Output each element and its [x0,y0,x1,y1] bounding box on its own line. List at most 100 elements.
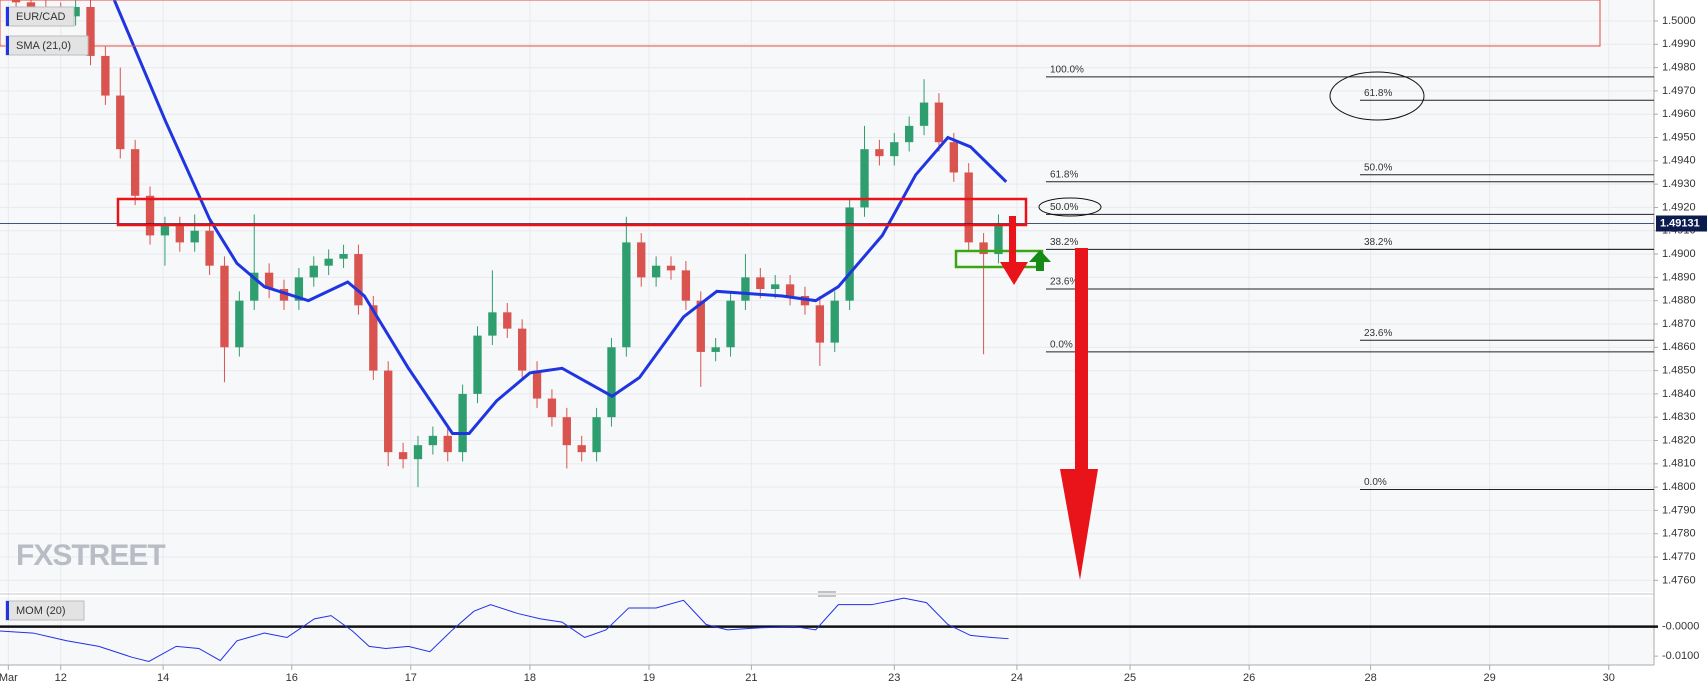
y-tick-label: 1.4830 [1662,411,1696,423]
arrow-small-head [1000,262,1028,285]
candle-body [681,270,691,301]
y-tick-label: -0.0100 [1662,650,1699,662]
candle-body [517,328,527,371]
candle-body [175,226,184,243]
x-tick-label: 24 [1011,672,1023,684]
candle-body [845,207,854,301]
candle-body [666,265,676,271]
candle-body [771,284,780,290]
candle-body [413,445,423,460]
grid [0,0,1654,665]
candle-body [547,398,557,418]
x-tick-label: 16 [286,672,298,684]
fib-label: 61.8% [1050,169,1078,180]
candle-body [250,272,259,301]
candle-body [279,289,289,301]
candle-body [562,417,571,446]
candle-body [964,172,973,243]
y-tick-label: 1.4930 [1662,178,1696,190]
y-tick-label: 1.4920 [1662,201,1696,213]
candle-body [339,254,348,259]
x-tick-label: 12 [55,672,67,684]
candle-body [473,335,482,394]
y-tick-label: 1.4800 [1662,481,1696,493]
candle-body [458,393,467,453]
y-tick-label: 1.4860 [1662,341,1696,353]
y-tick-label: 1.4940 [1662,155,1696,167]
last-price-label: 1.49131 [1660,217,1700,229]
symbol: EUR/CAD [16,11,66,23]
candle-body [890,142,899,157]
mom-label: MOM (20) [16,605,66,617]
y-tick-label: 1.4820 [1662,434,1696,446]
x-tick-label: 26 [1243,672,1255,684]
y-tick-label: 1.5000 [1662,15,1696,27]
marks: 100.0% 61.8% 50.0% 38.2% 23.6% 0.0% 61.8% 50.0%… [0,0,1658,662]
candle-body [235,300,244,348]
y-tick-label: 1.4950 [1662,131,1696,143]
fib-label: 61.8% [1364,88,1392,99]
candle-body [756,277,765,290]
candle-body [369,305,378,371]
candle-body [145,195,155,236]
candle-body [726,300,735,348]
candle-body [205,230,214,266]
candle-body [577,445,586,453]
x-tick-label: 17 [405,672,417,684]
candle-body [607,347,616,418]
x-tick-label: 19 [643,672,655,684]
zone-box [116,197,1028,227]
candle-body [830,300,839,343]
y-tick-label: 1.4880 [1662,295,1696,307]
candle-body [904,125,914,143]
arrow-small [1009,216,1016,264]
candle-body [190,230,199,243]
candle-body [696,300,705,352]
candle-body [443,435,452,453]
candle-body [622,242,631,348]
y-tick-label: 1.4780 [1662,528,1696,540]
candle-body [309,265,318,278]
x-tick-label: Mar [0,672,18,684]
fib-label: 100.0% [1050,65,1084,76]
candle-body [711,347,720,352]
candle-body [101,55,110,96]
x-tick-label: 29 [1484,672,1496,684]
arrow-big [1075,248,1088,470]
arrow-up [1036,261,1044,271]
candle-body [116,95,125,150]
candle-body [324,258,333,266]
x-tick-label: 30 [1603,672,1615,684]
main-panel [0,0,1654,592]
fib-label: 38.2% [1050,237,1078,248]
y-tick-label: 1.4970 [1662,85,1696,97]
fib-label: 50.0% [1364,162,1392,173]
x-tick-label: 23 [888,672,900,684]
x-tick-label: 28 [1364,672,1376,684]
candle-body [488,312,497,336]
candle-body [592,417,601,453]
mom-panel [0,597,1654,665]
candle-body [130,149,140,196]
mom-line [0,597,1009,662]
fib-label: 50.0% [1050,202,1078,213]
candle-body [815,305,825,343]
x-tick-label: 25 [1124,672,1136,684]
candle-body [860,149,869,208]
y-tick-label: 1.4850 [1662,364,1696,376]
candle-body [264,272,274,290]
watermark: FXSTREET [16,539,165,572]
candle-body [949,142,958,173]
fib-label: 23.6% [1364,328,1392,339]
candle-body [532,370,542,399]
y-tick-label: 1.4810 [1662,458,1696,470]
x-tick-label: 21 [745,672,757,684]
highlight-ellipse [1329,71,1425,121]
candle-body [428,435,438,446]
candle-body [875,149,884,157]
x-tick-label: 18 [524,672,536,684]
candle-body [637,242,646,278]
fib-label: 0.0% [1050,340,1073,351]
candle-body [384,370,393,453]
candle-body [220,265,229,348]
